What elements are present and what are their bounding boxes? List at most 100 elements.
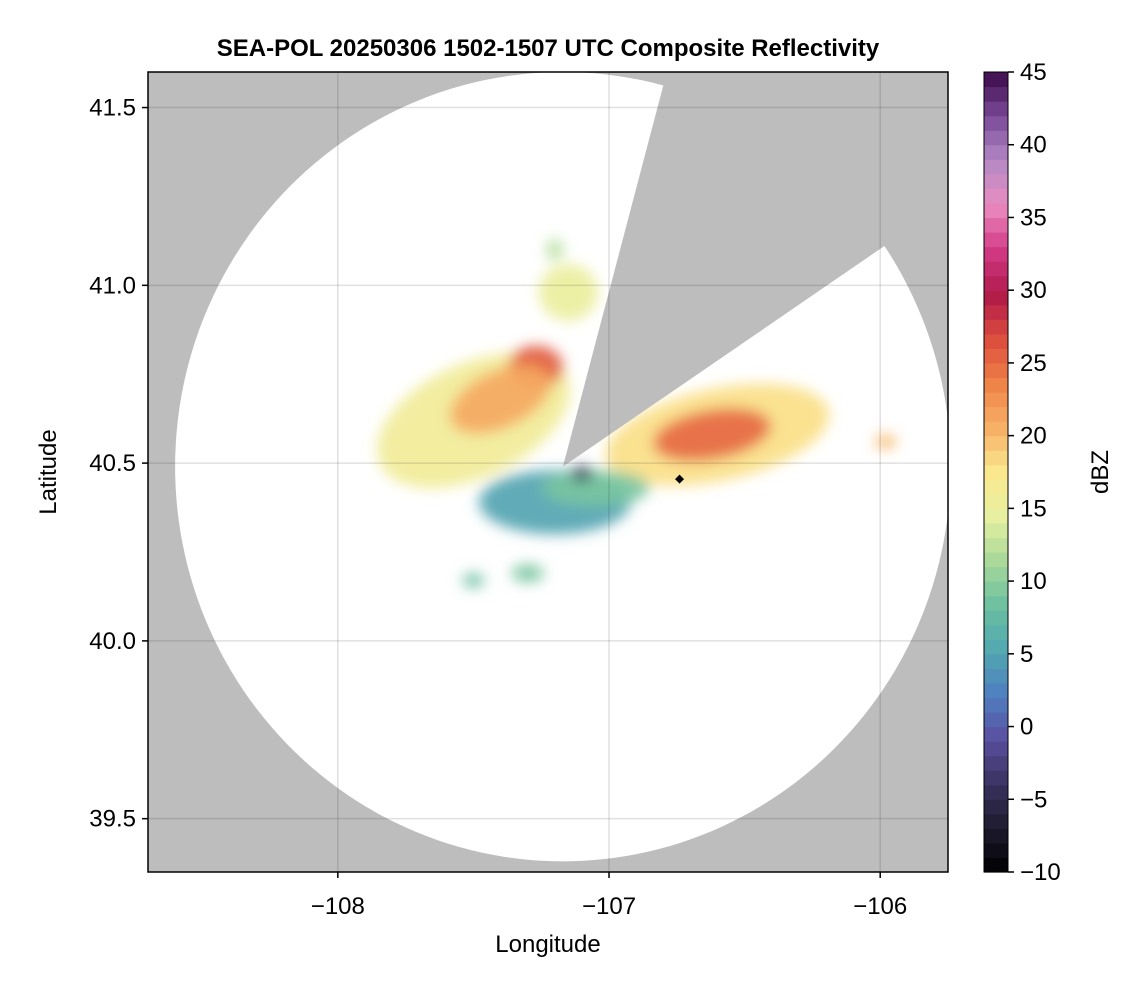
y-tick-label: 40.5 — [89, 450, 136, 477]
colorbar-segment — [984, 828, 1008, 844]
echo-layer — [376, 239, 897, 588]
colorbar-segment — [984, 304, 1008, 320]
colorbar-segment — [984, 319, 1008, 335]
colorbar-segment — [984, 188, 1008, 204]
colorbar-segment — [984, 464, 1008, 480]
x-axis-label: Longitude — [495, 931, 600, 958]
colorbar-segment — [984, 741, 1008, 757]
colorbar-segment — [984, 246, 1008, 262]
colorbar-segment — [984, 595, 1008, 611]
colorbar-segment — [984, 101, 1008, 117]
echo-small-north-echo — [546, 239, 563, 261]
colorbar-tick-label: 10 — [1020, 568, 1047, 595]
echo-southwest-fragment — [462, 573, 485, 588]
colorbar-segment — [984, 202, 1008, 219]
colorbar-segment — [984, 624, 1008, 640]
colorbar: −10 −5 0 5 10 15 20 25 30 35 40 45 dBZ — [983, 59, 1114, 886]
colorbar-segment — [984, 712, 1008, 728]
colorbar-segment — [984, 261, 1008, 277]
x-tick-label: −108 — [311, 893, 365, 920]
colorbar-frame — [983, 71, 1009, 873]
colorbar-segment — [984, 726, 1008, 742]
colorbar-segment — [984, 566, 1008, 582]
colorbar-segment — [984, 333, 1008, 349]
colorbar-tick-label: −5 — [1020, 786, 1047, 813]
colorbar-segment — [984, 784, 1008, 800]
colorbar-segment — [984, 639, 1008, 655]
colorbar-segment — [984, 552, 1008, 568]
colorbar-segment — [984, 857, 1008, 873]
x-axis: −108 −107 −106 — [311, 872, 907, 920]
x-tick-label: −107 — [582, 893, 636, 920]
echo-near-site-clutter — [571, 466, 593, 481]
colorbar-segment — [984, 610, 1008, 626]
colorbar-ticks: −10 −5 0 5 10 15 20 25 30 35 40 45 — [1008, 59, 1061, 886]
colorbar-tick-label: 45 — [1020, 59, 1047, 86]
colorbar-segment — [984, 144, 1008, 160]
colorbar-tick-label: 20 — [1020, 423, 1047, 450]
colorbar-segment — [984, 799, 1008, 815]
plot-frame — [147, 71, 949, 873]
gridlines — [148, 72, 948, 872]
colorbar-tick-label: 0 — [1020, 714, 1033, 741]
y-tick-label: 41.0 — [89, 272, 136, 299]
site-marker — [675, 474, 685, 484]
colorbar-segment — [984, 653, 1008, 669]
colorbar-label: dBZ — [1087, 450, 1114, 494]
colorbar-segment — [984, 493, 1008, 509]
colorbar-segment — [984, 159, 1008, 175]
colorbar-segment — [984, 72, 1008, 88]
colorbar-segment — [984, 130, 1008, 146]
colorbar-segment — [984, 770, 1008, 786]
echo-south-inner-echo — [541, 470, 650, 506]
echo-northwest-mid — [449, 364, 552, 434]
colorbar-segment — [984, 435, 1008, 451]
colorbar-segment — [984, 217, 1008, 233]
colorbar-segment — [984, 508, 1008, 524]
colorbar-segment — [984, 377, 1008, 393]
colorbar-segment — [984, 115, 1008, 131]
colorbar-segment — [984, 348, 1008, 364]
echo-far-east-echo — [874, 434, 897, 449]
chart-title: SEA-POL 20250306 1502-1507 UTC Composite… — [217, 35, 880, 62]
colorbar-segment — [984, 842, 1008, 859]
colorbar-segment — [984, 813, 1008, 829]
y-tick-label: 41.5 — [89, 95, 136, 122]
colorbar-segment — [984, 173, 1008, 189]
colorbar-segment — [984, 450, 1008, 466]
colorbar-segment — [984, 755, 1008, 771]
colorbar-segment — [984, 406, 1008, 422]
colorbar-segment — [984, 682, 1008, 699]
colorbar-segment — [984, 581, 1008, 597]
colorbar-segment — [984, 697, 1008, 713]
colorbar-segment — [984, 668, 1008, 684]
colorbar-tick-label: 25 — [1020, 350, 1047, 377]
colorbar-segment — [984, 86, 1008, 102]
colorbar-tick-label: 30 — [1020, 277, 1047, 304]
echo-north-cell — [538, 264, 599, 321]
y-axis: 39.5 40.0 40.5 41.0 41.5 — [89, 95, 148, 833]
colorbar-segment — [984, 421, 1008, 437]
colorbar-segment — [984, 479, 1008, 495]
colorbar-segment — [984, 392, 1008, 408]
colorbar-segment — [984, 232, 1008, 248]
colorbar-segment — [984, 290, 1008, 306]
colorbar-tick-label: 15 — [1020, 495, 1047, 522]
radar-coverage — [175, 72, 948, 862]
echo-southern-fragment — [511, 564, 544, 583]
y-axis-label: Latitude — [35, 429, 62, 514]
plot-area — [147, 71, 949, 873]
colorbar-tick-label: 40 — [1020, 132, 1047, 159]
colorbar-segment — [984, 522, 1008, 539]
colorbar-segments — [984, 72, 1008, 873]
colorbar-segment — [984, 362, 1008, 379]
echo-east-core — [653, 408, 771, 462]
colorbar-segment — [984, 537, 1008, 553]
y-tick-label: 39.5 — [89, 806, 136, 833]
y-tick-label: 40.0 — [89, 628, 136, 655]
x-tick-label: −106 — [853, 893, 907, 920]
colorbar-tick-label: 35 — [1020, 204, 1047, 231]
colorbar-segment — [984, 275, 1008, 291]
colorbar-tick-label: 5 — [1020, 641, 1033, 668]
